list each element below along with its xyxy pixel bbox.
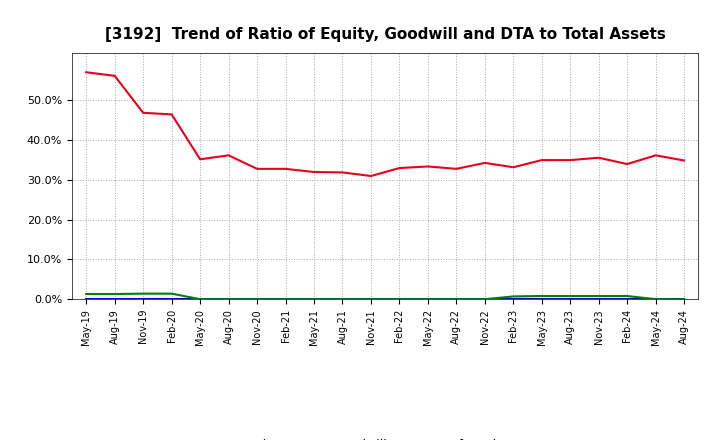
Equity [82,70,91,75]
Equity [680,158,688,163]
Goodwill [652,297,660,302]
Goodwill [167,297,176,302]
Deferred Tax Assets [110,291,119,297]
Deferred Tax Assets [196,297,204,302]
Equity [537,158,546,163]
Deferred Tax Assets [225,297,233,302]
Equity [652,153,660,158]
Equity [566,158,575,163]
Equity [509,165,518,170]
Equity [167,112,176,117]
Deferred Tax Assets [423,297,432,302]
Deferred Tax Assets [680,297,688,302]
Goodwill [338,297,347,302]
Deferred Tax Assets [82,291,91,297]
Deferred Tax Assets [509,294,518,299]
Equity [310,169,318,175]
Goodwill [110,297,119,302]
Goodwill [82,297,91,302]
Deferred Tax Assets [652,297,660,302]
Deferred Tax Assets [595,293,603,299]
Title: [3192]  Trend of Ratio of Equity, Goodwill and DTA to Total Assets: [3192] Trend of Ratio of Equity, Goodwil… [105,27,665,42]
Equity [338,170,347,175]
Goodwill [423,297,432,302]
Goodwill [225,297,233,302]
Deferred Tax Assets [623,293,631,299]
Equity [196,157,204,162]
Line: Deferred Tax Assets: Deferred Tax Assets [86,293,684,299]
Goodwill [480,297,489,302]
Goodwill [139,297,148,302]
Goodwill [366,297,375,302]
Goodwill [537,297,546,302]
Goodwill [680,297,688,302]
Equity [480,160,489,165]
Deferred Tax Assets [537,293,546,299]
Goodwill [282,297,290,302]
Deferred Tax Assets [480,297,489,302]
Line: Equity: Equity [86,72,684,176]
Deferred Tax Assets [282,297,290,302]
Equity [452,166,461,172]
Goodwill [566,297,575,302]
Equity [395,165,404,171]
Equity [253,166,261,172]
Goodwill [310,297,318,302]
Goodwill [623,297,631,302]
Legend: Equity, Goodwill, Deferred Tax Assets: Equity, Goodwill, Deferred Tax Assets [200,433,570,440]
Equity [595,155,603,160]
Equity [110,73,119,78]
Deferred Tax Assets [395,297,404,302]
Equity [139,110,148,115]
Equity [623,161,631,167]
Deferred Tax Assets [167,291,176,296]
Deferred Tax Assets [566,293,575,299]
Equity [366,173,375,179]
Equity [282,166,290,172]
Deferred Tax Assets [253,297,261,302]
Goodwill [509,297,518,302]
Goodwill [452,297,461,302]
Deferred Tax Assets [310,297,318,302]
Goodwill [395,297,404,302]
Deferred Tax Assets [139,291,148,296]
Equity [225,153,233,158]
Goodwill [253,297,261,302]
Deferred Tax Assets [366,297,375,302]
Deferred Tax Assets [338,297,347,302]
Goodwill [595,297,603,302]
Goodwill [196,297,204,302]
Deferred Tax Assets [452,297,461,302]
Equity [423,164,432,169]
